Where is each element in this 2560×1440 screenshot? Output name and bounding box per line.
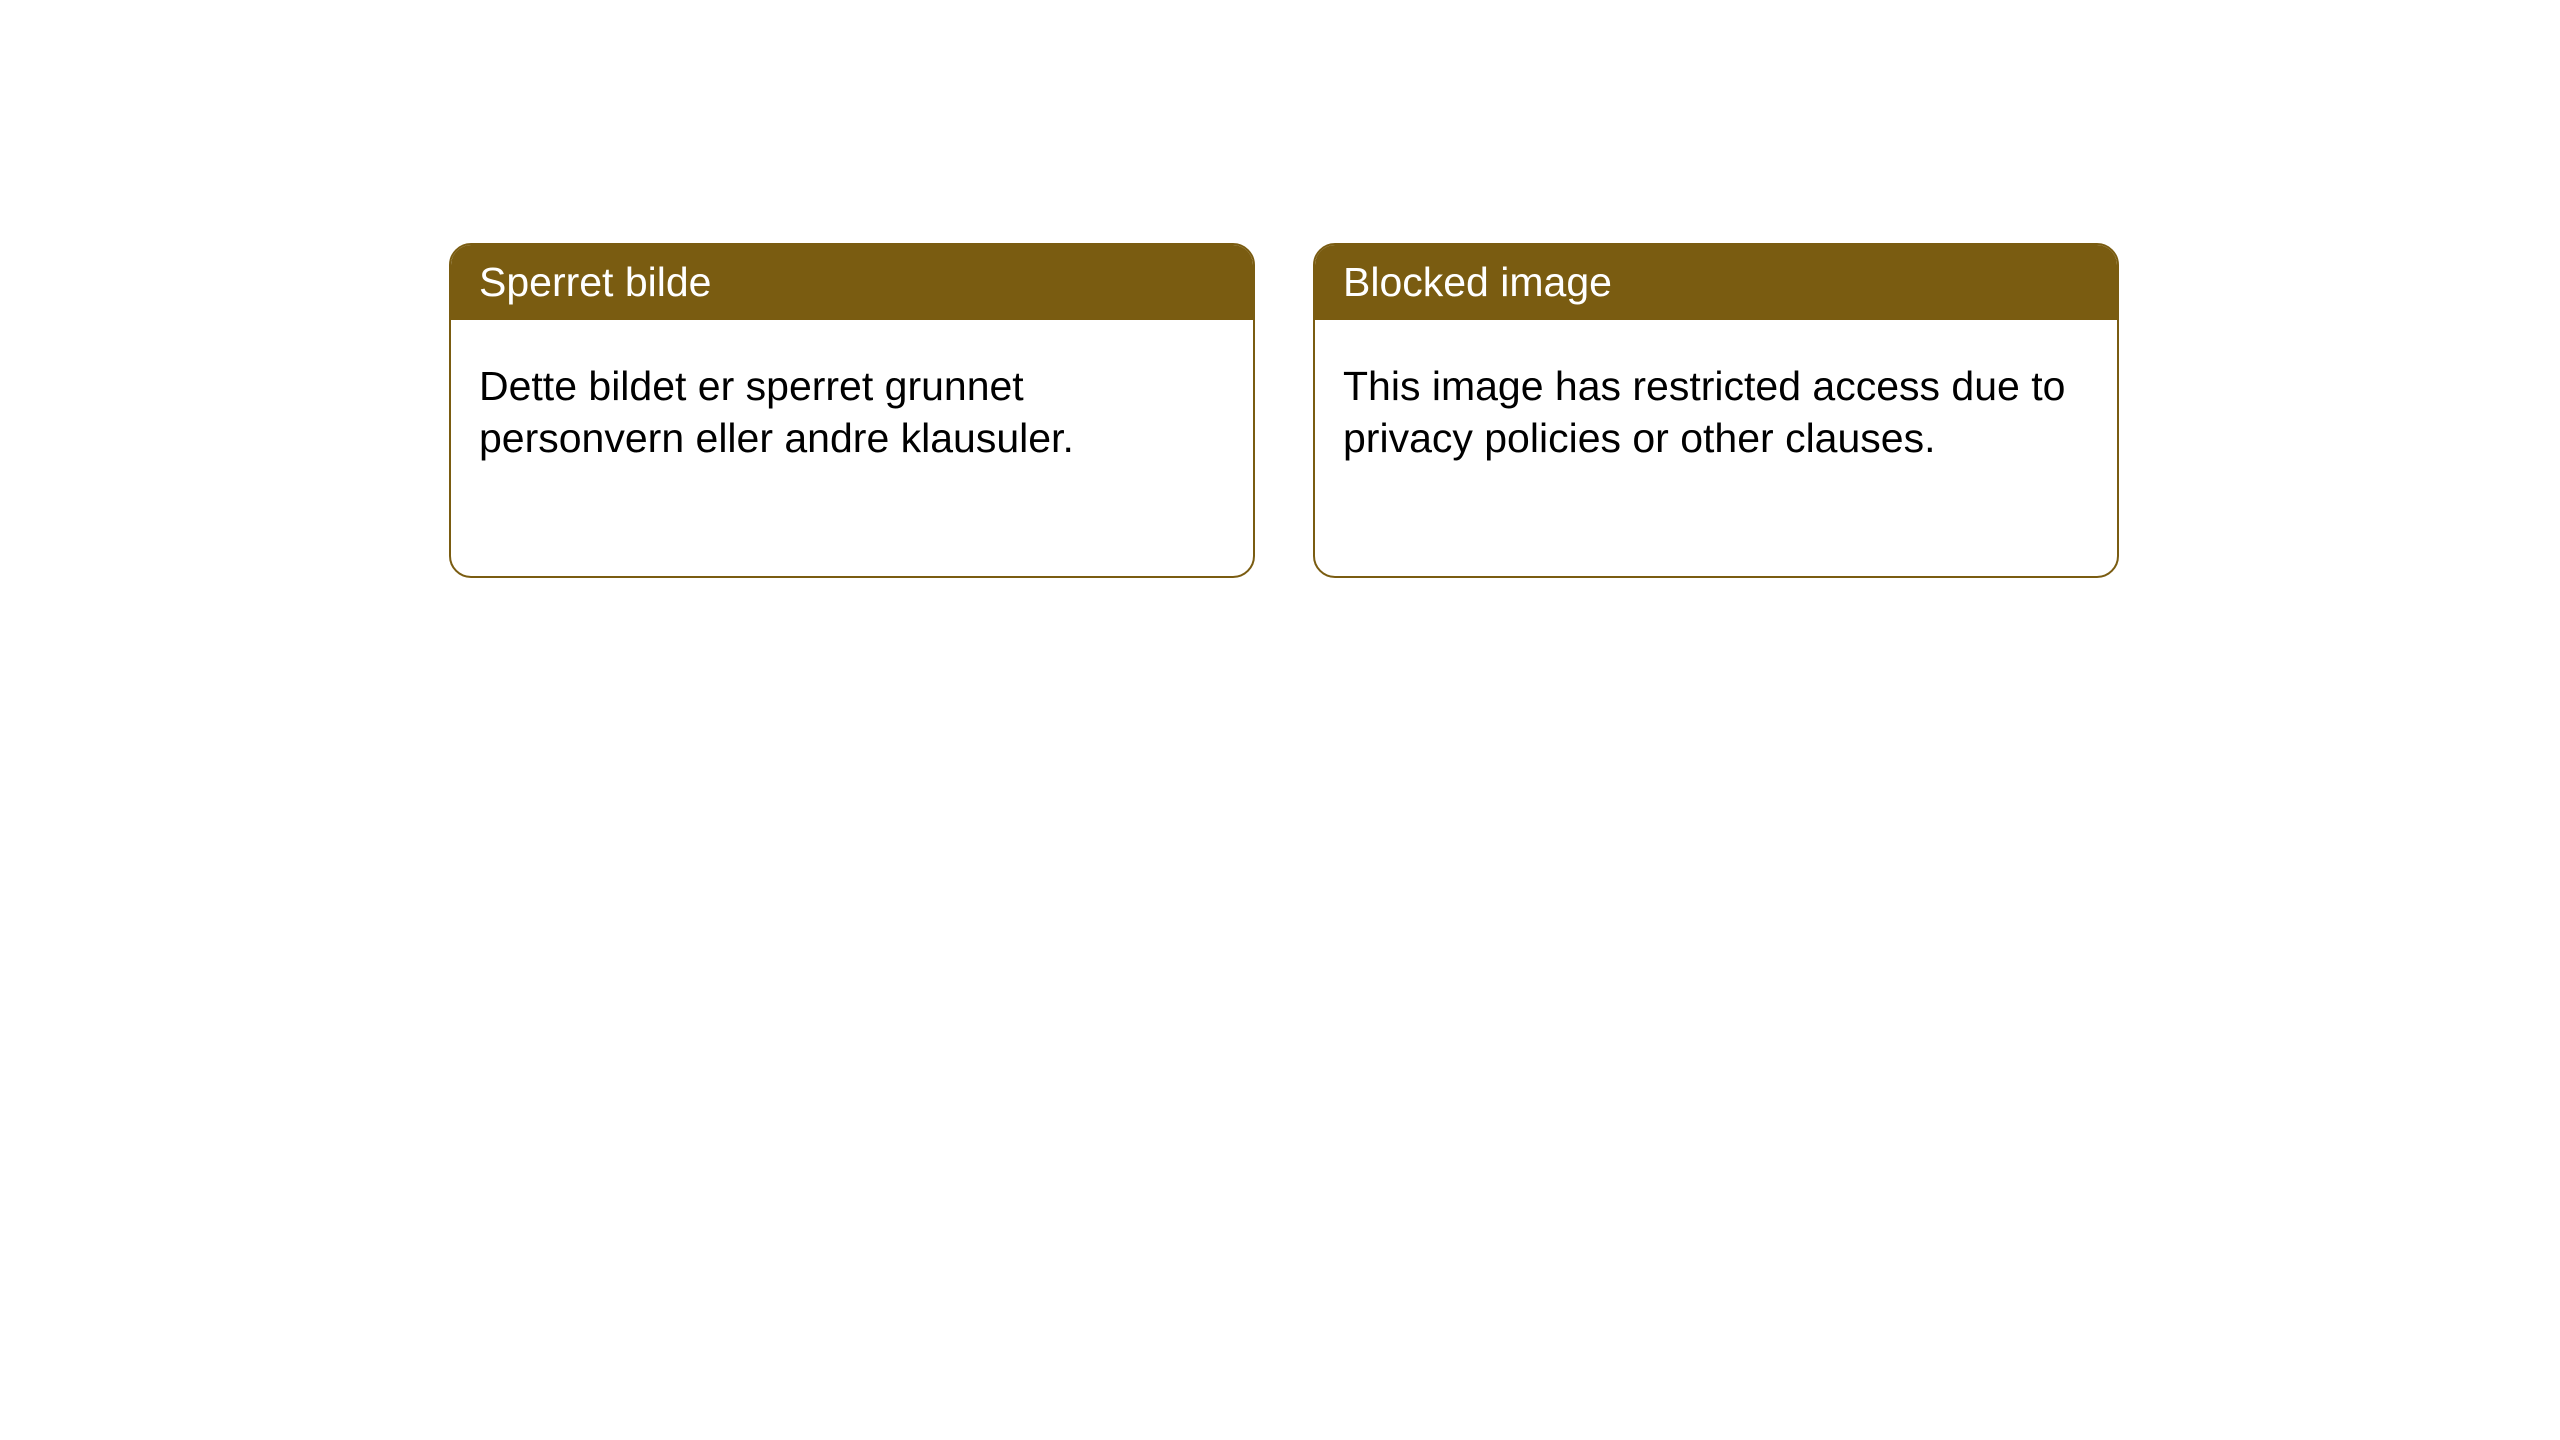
card-header-norwegian: Sperret bilde <box>451 245 1253 320</box>
card-body-english: This image has restricted access due to … <box>1315 320 2117 505</box>
notice-card-norwegian: Sperret bilde Dette bildet er sperret gr… <box>449 243 1255 578</box>
notice-card-english: Blocked image This image has restricted … <box>1313 243 2119 578</box>
card-header-english: Blocked image <box>1315 245 2117 320</box>
notice-card-container: Sperret bilde Dette bildet er sperret gr… <box>0 0 2560 578</box>
card-body-norwegian: Dette bildet er sperret grunnet personve… <box>451 320 1253 505</box>
